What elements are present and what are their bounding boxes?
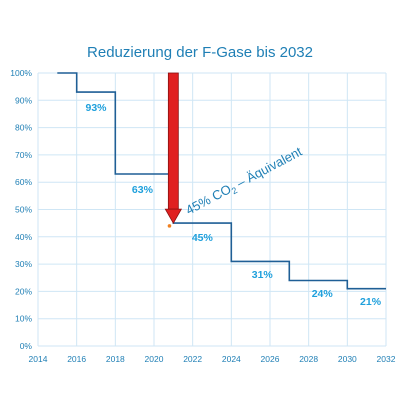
arrow-shaft	[167, 72, 179, 210]
data-label: 63%	[132, 184, 154, 196]
y-tick-label: 40%	[15, 232, 32, 242]
x-tick-label: 2014	[29, 354, 48, 364]
y-tick-label: 60%	[15, 177, 32, 187]
x-tick-label: 2018	[106, 354, 125, 364]
data-label: 31%	[252, 269, 274, 281]
x-tick-label: 2026	[261, 354, 280, 364]
tick-layer: 0% 10% 20% 30% 40% 50% 60% 70% 80% 90% 100% 2014 201…	[10, 68, 395, 364]
label-layer: 93% 63% 45% 31% 24% 21%	[85, 102, 381, 308]
x-tick-label: 2022	[183, 354, 202, 364]
x-tick-label: 2028	[299, 354, 318, 364]
y-tick-label: 100%	[10, 68, 32, 78]
y-tick-label: 0%	[20, 341, 33, 351]
grid-layer	[37, 72, 387, 347]
annotation-main: 45% CO	[183, 181, 233, 217]
step-line	[57, 72, 386, 290]
marker-dot	[167, 224, 172, 228]
data-label: 24%	[312, 288, 334, 300]
y-tick-label: 10%	[15, 314, 32, 324]
x-tick-label: 2016	[67, 354, 86, 364]
y-tick-label: 50%	[15, 205, 32, 215]
annotation-layer: 45% CO2 – Äquivalent	[164, 72, 305, 228]
data-label: 93%	[85, 102, 107, 114]
y-tick-label: 70%	[15, 150, 32, 160]
y-tick-label: 80%	[15, 123, 32, 133]
data-label: 45%	[192, 232, 214, 244]
x-tick-label: 2024	[222, 354, 241, 364]
annotation-subscript: 2	[230, 185, 239, 196]
annotation-tail: – Äquivalent	[231, 143, 305, 192]
y-tick-label: 30%	[15, 259, 32, 269]
x-tick-label: 2020	[145, 354, 164, 364]
y-tick-label: 20%	[15, 286, 32, 296]
chart-title: Reduzierung der F-Gase bis 2032	[87, 44, 313, 61]
data-label: 21%	[360, 296, 382, 308]
series-layer	[57, 72, 386, 290]
x-tick-label: 2032	[377, 354, 396, 364]
arrow-head	[164, 208, 183, 224]
x-tick-label: 2030	[338, 354, 357, 364]
y-tick-label: 90%	[15, 95, 32, 105]
